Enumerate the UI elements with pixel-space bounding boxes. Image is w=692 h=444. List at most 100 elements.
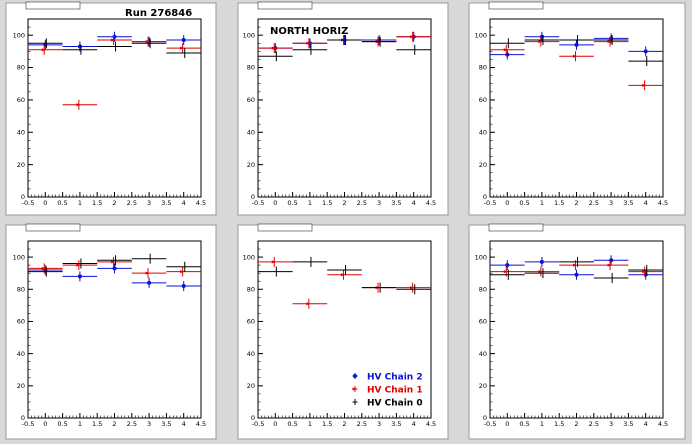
panel-title-tag xyxy=(488,1,544,10)
y-tick-label: 100 xyxy=(13,253,25,261)
data-point-marker xyxy=(181,284,186,289)
y-tick-label: 20 xyxy=(479,382,487,390)
data-point-marker xyxy=(41,48,47,52)
y-tick-label: 40 xyxy=(247,128,255,136)
y-tick-label: 40 xyxy=(479,128,487,136)
y-tick-label: 80 xyxy=(479,285,487,293)
data-point-marker xyxy=(180,46,185,50)
data-point-marker xyxy=(572,263,578,267)
data-point-marker xyxy=(77,274,82,279)
x-tick-label: 4.5 xyxy=(426,420,436,428)
x-tick-label: 3 xyxy=(377,199,381,207)
x-tick-label: 4.5 xyxy=(426,199,436,207)
x-tick-label: 0 xyxy=(273,199,277,207)
x-tick-label: 1 xyxy=(78,420,82,428)
panel-frame xyxy=(468,2,686,216)
x-tick-label: 3 xyxy=(609,420,613,428)
x-tick-label: 3 xyxy=(147,420,151,428)
y-tick-label: 40 xyxy=(17,128,25,136)
legend-label: HV Chain 1 xyxy=(367,386,423,396)
data-point-marker xyxy=(110,38,116,42)
y-tick-label: 0 xyxy=(483,414,487,422)
x-tick-label: 0.5 xyxy=(519,420,529,428)
x-tick-label: 3.5 xyxy=(391,420,401,428)
x-tick-label: 0.5 xyxy=(57,199,67,207)
y-tick-label: 0 xyxy=(251,193,255,201)
x-tick-label: 4 xyxy=(644,420,648,428)
x-tick-label: 4 xyxy=(412,420,416,428)
data-point-marker xyxy=(306,41,311,45)
x-tick-label: 4.5 xyxy=(196,199,206,207)
panel-title-tag xyxy=(25,223,81,232)
x-tick-label: 4 xyxy=(182,199,186,207)
data-point-marker xyxy=(112,266,117,271)
series-chain2 xyxy=(28,263,201,292)
x-tick-label: 0.5 xyxy=(57,420,67,428)
data-point-marker xyxy=(607,40,613,44)
x-tick-label: 1.5 xyxy=(554,199,564,207)
y-tick-label: 20 xyxy=(479,161,487,169)
x-tick-label: 3.5 xyxy=(161,420,171,428)
data-point-marker xyxy=(271,260,277,264)
x-tick-label: 0.5 xyxy=(287,199,297,207)
y-tick-label: 80 xyxy=(17,285,25,293)
x-tick-label: 2 xyxy=(112,420,116,428)
data-point-marker xyxy=(110,260,116,264)
legend-marker xyxy=(352,387,357,391)
panel-title-tag xyxy=(488,223,544,232)
x-tick-label: 2.5 xyxy=(589,420,599,428)
series-chain2 xyxy=(490,31,663,60)
data-point-marker xyxy=(41,266,47,270)
x-tick-label: 0 xyxy=(43,420,47,428)
series-chain1 xyxy=(28,35,201,110)
y-tick-label: 60 xyxy=(17,318,25,326)
x-tick-label: 2.5 xyxy=(589,199,599,207)
series-chain0 xyxy=(490,35,663,67)
x-tick-label: 0 xyxy=(505,420,509,428)
data-point-marker xyxy=(538,40,543,44)
y-tick-label: 20 xyxy=(247,382,255,390)
x-tick-label: 3.5 xyxy=(623,420,633,428)
data-point-marker xyxy=(539,259,544,264)
legend-item-chain1: HV Chain 1 xyxy=(352,386,423,396)
data-point-marker xyxy=(271,46,277,50)
x-tick-label: 4.5 xyxy=(658,199,668,207)
x-tick-label: 0.5 xyxy=(519,199,529,207)
series-chain0 xyxy=(258,35,431,62)
y-tick-label: 40 xyxy=(479,350,487,358)
x-tick-label: 1.5 xyxy=(322,199,332,207)
series-chain1 xyxy=(490,260,663,277)
x-tick-label: -0.5 xyxy=(252,420,265,428)
y-tick-label: 100 xyxy=(13,31,25,39)
y-tick-label: 0 xyxy=(21,414,25,422)
y-tick-label: 20 xyxy=(247,161,255,169)
series-chain1 xyxy=(490,36,663,91)
x-tick-label: 2 xyxy=(574,420,578,428)
data-point-marker xyxy=(76,103,81,107)
legend-item-chain0: HV Chain 0 xyxy=(352,399,423,409)
y-tick-label: 60 xyxy=(247,96,255,104)
x-tick-label: 3.5 xyxy=(623,199,633,207)
series-chain0 xyxy=(28,253,201,277)
x-tick-label: 0 xyxy=(505,199,509,207)
y-tick-label: 0 xyxy=(21,193,25,201)
data-point-marker xyxy=(642,270,647,274)
legend-item-chain2: HV Chain 2 xyxy=(352,373,423,383)
x-tick-label: 2 xyxy=(112,199,116,207)
x-tick-label: 1.5 xyxy=(92,199,102,207)
series-chain2 xyxy=(490,255,663,280)
x-tick-label: 1 xyxy=(78,199,82,207)
legend-marker xyxy=(353,374,357,378)
x-tick-label: 4 xyxy=(412,199,416,207)
panel-frame xyxy=(237,224,449,440)
y-tick-label: 0 xyxy=(483,193,487,201)
y-tick-label: 100 xyxy=(243,253,255,261)
x-tick-label: -0.5 xyxy=(252,199,265,207)
x-tick-label: 0.5 xyxy=(287,420,297,428)
y-tick-label: 80 xyxy=(479,64,487,72)
x-tick-label: 2 xyxy=(574,199,578,207)
legend: HV Chain 2 HV Chain 1 HV Chain 0 xyxy=(352,373,423,409)
